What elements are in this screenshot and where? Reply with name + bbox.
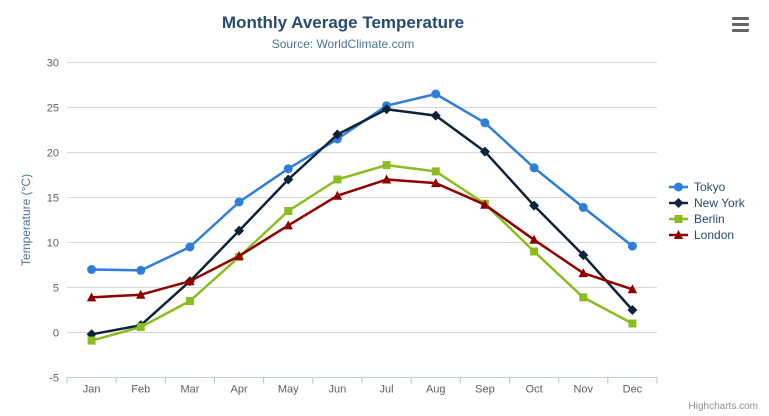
square-marker[interactable] — [87, 336, 96, 345]
y-axis-label: 10 — [47, 238, 59, 250]
circle-marker[interactable] — [185, 242, 195, 252]
diamond-marker[interactable] — [479, 146, 490, 157]
circle-marker[interactable] — [578, 202, 588, 212]
triangle-marker[interactable] — [529, 234, 539, 244]
x-axis-label: Feb — [131, 384, 150, 396]
square-marker[interactable] — [431, 167, 440, 176]
square-marker[interactable] — [382, 161, 391, 170]
legend-triangle-symbol — [669, 230, 688, 239]
legend-label: London — [694, 228, 735, 242]
triangle-marker[interactable] — [86, 292, 97, 302]
y-axis-label: 15 — [47, 193, 59, 205]
export-menu-button[interactable] — [730, 14, 752, 34]
legend-diamond-symbol — [669, 198, 688, 208]
triangle-marker[interactable] — [431, 178, 441, 188]
circle-marker — [674, 182, 683, 192]
legend-circle-symbol — [669, 182, 688, 192]
triangle-marker[interactable] — [283, 220, 293, 230]
legend-label: Berlin — [694, 212, 725, 226]
x-axis-label: Nov — [573, 384, 593, 396]
diamond-marker[interactable] — [234, 225, 245, 236]
hamburger-icon — [732, 16, 749, 20]
legend-square-symbol — [669, 215, 688, 223]
circle-marker[interactable] — [87, 265, 97, 274]
legend-label: New York — [694, 196, 745, 210]
chart-header: Monthly Average Temperature Source: Worl… — [0, 0, 686, 51]
triangle-marker[interactable] — [185, 276, 195, 286]
legend-label: Tokyo — [694, 180, 726, 194]
circle-marker[interactable] — [627, 241, 637, 251]
circle-marker[interactable] — [234, 197, 244, 207]
legend-item-new-york[interactable]: New York — [669, 195, 745, 211]
circle-marker[interactable] — [136, 265, 146, 275]
series-line — [90, 108, 634, 336]
x-axis-label: Jan — [83, 384, 101, 396]
y-axis-label: 20 — [47, 148, 59, 160]
diamond-marker[interactable] — [283, 174, 294, 185]
square-marker[interactable] — [284, 207, 293, 215]
series-line — [90, 92, 634, 272]
circle-marker[interactable] — [480, 118, 490, 128]
chart-title: Monthly Average Temperature — [221, 13, 465, 32]
triangle-marker[interactable] — [578, 268, 588, 278]
triangle-marker — [673, 230, 684, 239]
legend-item-tokyo[interactable]: Tokyo — [669, 179, 745, 195]
x-axis-label: Jun — [329, 384, 347, 396]
square-marker[interactable] — [185, 297, 194, 305]
hamburger-icon — [732, 22, 749, 26]
triangle-marker[interactable] — [381, 174, 392, 184]
legend-item-london[interactable]: London — [669, 227, 745, 243]
diamond-marker[interactable] — [529, 200, 540, 211]
diamond-marker[interactable] — [381, 104, 392, 115]
square-marker — [674, 215, 683, 223]
circle-marker[interactable] — [431, 89, 441, 99]
triangle-marker[interactable] — [332, 190, 343, 200]
x-axis-label: Jul — [380, 384, 394, 396]
x-axis-label: Aug — [426, 384, 446, 396]
diamond-marker[interactable] — [430, 110, 441, 121]
y-axis-label: 5 — [53, 283, 59, 295]
x-axis-label: Mar — [180, 384, 199, 396]
legend-item-berlin[interactable]: Berlin — [669, 211, 745, 227]
series-new-york[interactable] — [86, 104, 638, 340]
y-axis-title: Temperature (°C) — [19, 174, 33, 266]
diamond-marker[interactable] — [332, 129, 343, 140]
series-london[interactable] — [86, 174, 638, 302]
x-axis-label: Oct — [526, 384, 543, 396]
square-marker[interactable] — [136, 323, 145, 332]
highcharts-credit[interactable]: Highcharts.com — [688, 401, 758, 412]
x-axis-label: May — [278, 384, 299, 396]
square-marker[interactable] — [333, 175, 342, 184]
series-line — [90, 163, 634, 342]
chart-subtitle: Source: WorldClimate.com — [271, 37, 415, 51]
y-axis-label: 25 — [47, 103, 59, 115]
series-tokyo[interactable] — [87, 89, 637, 275]
triangle-marker[interactable] — [136, 289, 146, 299]
y-axis-label: -5 — [49, 373, 59, 385]
circle-marker[interactable] — [529, 163, 539, 173]
circle-marker[interactable] — [283, 164, 293, 174]
triangle-marker[interactable] — [627, 284, 638, 294]
series-line — [90, 178, 634, 299]
diamond-marker[interactable] — [627, 305, 638, 315]
square-marker[interactable] — [579, 293, 588, 302]
hamburger-icon — [732, 28, 749, 32]
x-axis-label: Apr — [231, 384, 248, 396]
triangle-marker[interactable] — [480, 199, 490, 209]
square-marker[interactable] — [530, 247, 539, 256]
x-axis-label: Dec — [623, 384, 643, 396]
diamond-marker[interactable] — [578, 250, 589, 261]
y-axis-label: 0 — [53, 328, 59, 340]
legend: Tokyo New York Berlin London — [669, 179, 745, 243]
x-axis-label: Sep — [475, 384, 495, 396]
triangle-marker[interactable] — [234, 251, 244, 260]
square-marker[interactable] — [628, 319, 637, 328]
diamond-marker — [673, 198, 684, 208]
y-axis-label: 30 — [47, 58, 59, 70]
